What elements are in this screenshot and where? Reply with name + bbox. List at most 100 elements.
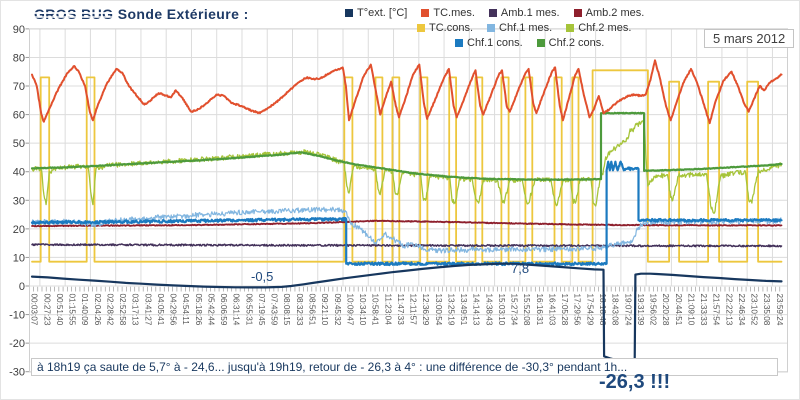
- svg-text:13:49:51: 13:49:51: [459, 294, 468, 326]
- chart-title-stencil-part: GROS BUG: [34, 6, 114, 22]
- svg-text:02:52:58: 02:52:58: [118, 294, 127, 326]
- svg-text:19:56:02: 19:56:02: [649, 294, 658, 326]
- svg-text:15:52:08: 15:52:08: [522, 294, 531, 326]
- svg-text:15:03:10: 15:03:10: [497, 294, 506, 326]
- legend-item: Chf.1 mes.: [487, 22, 552, 34]
- annotation-note-box: à 18h19 ça saute de 5,7° à - 24,6... jus…: [31, 358, 778, 376]
- svg-text:20: 20: [13, 224, 25, 236]
- svg-text:23:59:24: 23:59:24: [775, 294, 784, 326]
- svg-text:06:31:14: 06:31:14: [232, 294, 241, 326]
- chart-legend: T°ext. [°C] TC.mes. Amb.1 mes. Amb.2 mes. T…: [345, 7, 644, 52]
- svg-text:02:04:26: 02:04:26: [93, 294, 102, 326]
- legend-swatch-icon: [488, 9, 497, 17]
- svg-text:01:40:09: 01:40:09: [80, 294, 89, 326]
- svg-text:11:47:33: 11:47:33: [396, 294, 405, 326]
- svg-text:09:45:32: 09:45:32: [333, 294, 342, 326]
- legend-label: T°ext. [°C]: [357, 7, 408, 19]
- svg-text:09:21:10: 09:21:10: [320, 294, 329, 326]
- svg-text:18:43:08: 18:43:08: [611, 294, 620, 326]
- legend-label: Amb.2 mes.: [585, 7, 645, 19]
- svg-text:14:38:43: 14:38:43: [484, 294, 493, 326]
- svg-text:00:03:07: 00:03:07: [30, 294, 39, 326]
- legend-item: T°ext. [°C]: [345, 7, 407, 19]
- svg-text:01:15:55: 01:15:55: [68, 294, 77, 326]
- svg-text:07:43:59: 07:43:59: [270, 294, 279, 326]
- svg-text:60: 60: [13, 110, 25, 122]
- legend-row: Chf.1 cons. Chf.2 cons.: [455, 37, 644, 49]
- annotation-afternoon-peak: 7,8: [511, 261, 530, 276]
- svg-text:50: 50: [13, 138, 25, 150]
- svg-text:16:16:31: 16:16:31: [535, 294, 544, 326]
- chart-title: GROS BUG Sonde Extérieure :: [34, 6, 249, 22]
- legend-label: Chf.2 cons.: [548, 37, 605, 49]
- legend-swatch-icon: [345, 9, 353, 17]
- svg-text:06:55:31: 06:55:31: [244, 294, 253, 326]
- legend-label: Chf.1 cons.: [467, 37, 523, 49]
- svg-text:22:46:34: 22:46:34: [737, 294, 746, 326]
- legend-item: Amb.2 mes.: [573, 7, 645, 19]
- svg-text:22:22:13: 22:22:13: [724, 294, 733, 326]
- svg-text:03:17:13: 03:17:13: [131, 294, 140, 326]
- svg-text:13:00:54: 13:00:54: [434, 294, 443, 326]
- legend-swatch-icon: [421, 9, 430, 17]
- legend-swatch-icon: [536, 39, 545, 47]
- svg-text:17:29:56: 17:29:56: [573, 294, 582, 326]
- legend-item: Chf.1 cons.: [455, 37, 523, 49]
- svg-text:19:07:24: 19:07:24: [623, 294, 632, 326]
- svg-text:04:54:11: 04:54:11: [181, 294, 190, 326]
- legend-item: TC.cons.: [417, 22, 473, 34]
- legend-item: Amb.1 mes.: [488, 7, 560, 19]
- legend-swatch-icon: [455, 39, 463, 47]
- svg-text:-20: -20: [9, 338, 25, 350]
- legend-label: Chf.2 mes.: [578, 22, 632, 34]
- annotation-bug-value: -26,3 !!!: [599, 371, 671, 393]
- svg-text:15:27:34: 15:27:34: [510, 294, 519, 326]
- svg-text:12:36:29: 12:36:29: [421, 294, 430, 326]
- chart-title-text-part: Sonde Extérieure :: [117, 6, 249, 22]
- legend-row: TC.cons. Chf.1 mes. Chf.2 mes.: [417, 22, 644, 34]
- legend-row: T°ext. [°C] TC.mes. Amb.1 mes. Amb.2 mes.: [345, 7, 644, 19]
- svg-text:08:56:51: 08:56:51: [307, 294, 316, 326]
- stencil-stripe: [34, 12, 114, 14]
- svg-text:40: 40: [13, 167, 25, 179]
- legend-item: Chf.2 cons.: [536, 37, 605, 49]
- svg-text:70: 70: [13, 81, 25, 93]
- svg-text:00:51:40: 00:51:40: [55, 294, 64, 326]
- svg-text:05:18:26: 05:18:26: [194, 294, 203, 326]
- svg-text:-10: -10: [9, 310, 25, 322]
- svg-text:0: 0: [19, 281, 25, 293]
- svg-text:20:20:28: 20:20:28: [661, 294, 670, 326]
- legend-label: Amb.1 mes.: [500, 7, 560, 19]
- svg-text:30: 30: [13, 195, 25, 207]
- svg-text:04:29:56: 04:29:56: [169, 294, 178, 326]
- svg-text:14:14:13: 14:14:13: [472, 294, 481, 326]
- svg-text:23:35:08: 23:35:08: [762, 294, 771, 326]
- svg-text:08:08:15: 08:08:15: [282, 294, 291, 326]
- svg-text:05:42:44: 05:42:44: [206, 294, 215, 326]
- svg-text:20:44:51: 20:44:51: [674, 294, 683, 326]
- svg-text:12:11:57: 12:11:57: [409, 294, 418, 326]
- date-label: 5 mars 2012: [704, 29, 795, 48]
- svg-text:90: 90: [13, 24, 25, 36]
- annotation-morning-min: -0,5: [251, 269, 274, 284]
- svg-text:80: 80: [13, 52, 25, 64]
- legend-label: Chf.1 mes.: [499, 22, 553, 34]
- svg-text:13:25:19: 13:25:19: [446, 294, 455, 326]
- legend-label: TC.mes.: [433, 7, 475, 19]
- legend-item: TC.mes.: [421, 7, 475, 19]
- svg-text:23:10:52: 23:10:52: [750, 294, 759, 326]
- svg-text:17:54:29: 17:54:29: [585, 294, 594, 326]
- svg-text:07:19:45: 07:19:45: [257, 294, 266, 326]
- svg-text:10:09:47: 10:09:47: [345, 294, 354, 326]
- svg-text:00:27:23: 00:27:23: [42, 294, 51, 326]
- svg-text:06:06:59: 06:06:59: [219, 294, 228, 326]
- svg-text:11:23:04: 11:23:04: [383, 294, 392, 326]
- svg-text:19:31:39: 19:31:39: [636, 294, 645, 326]
- svg-text:-30: -30: [9, 367, 25, 379]
- svg-text:10:34:10: 10:34:10: [358, 294, 367, 326]
- legend-swatch-icon: [573, 9, 582, 17]
- svg-text:21:09:10: 21:09:10: [686, 294, 695, 326]
- svg-text:21:33:33: 21:33:33: [699, 294, 708, 326]
- svg-text:10: 10: [13, 252, 25, 264]
